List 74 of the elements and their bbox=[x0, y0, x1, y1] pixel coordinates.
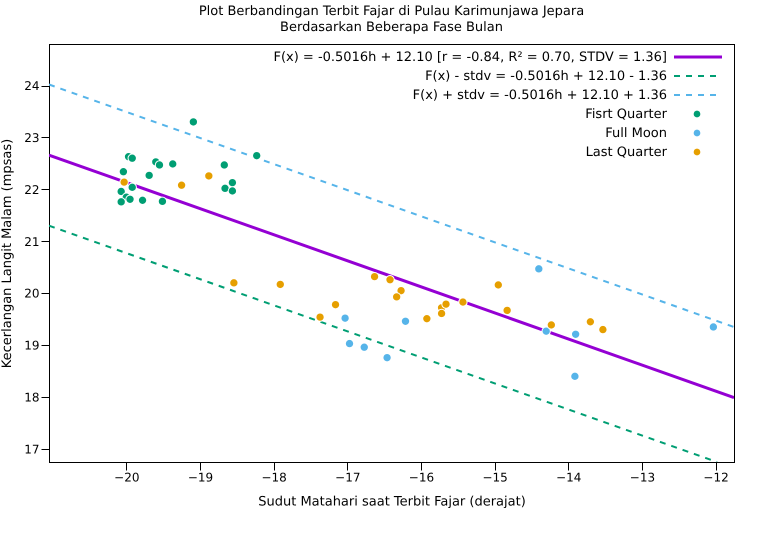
point bbox=[400, 316, 410, 326]
point bbox=[385, 275, 395, 284]
point bbox=[116, 186, 126, 196]
x-axis-title: Sudut Matahari saat Terbit Fajar (derajat) bbox=[258, 494, 526, 510]
point bbox=[204, 171, 214, 181]
point bbox=[220, 160, 229, 170]
point bbox=[276, 280, 285, 290]
point bbox=[392, 292, 402, 302]
point bbox=[382, 352, 392, 362]
point bbox=[344, 338, 354, 348]
point bbox=[229, 278, 239, 288]
point bbox=[586, 317, 596, 326]
y-tick-label: 17 bbox=[24, 442, 40, 457]
point bbox=[340, 313, 350, 323]
point bbox=[154, 160, 164, 170]
point bbox=[360, 342, 369, 352]
y-tick-label: 20 bbox=[24, 286, 40, 301]
point bbox=[598, 324, 608, 334]
x-tick-label: −15 bbox=[482, 470, 508, 484]
point bbox=[546, 320, 556, 330]
y-tick-label: 22 bbox=[24, 182, 40, 197]
chart-title: Plot Berbandingan Terbit Fajar di Pulau Karimunjawa Jepara bbox=[198, 4, 584, 19]
legend-label: Full Moon bbox=[605, 126, 667, 141]
point bbox=[176, 180, 186, 190]
y-axis-title: Kecerlangan Langit Malam (mpsas) bbox=[0, 138, 16, 368]
point bbox=[119, 177, 129, 187]
point bbox=[118, 167, 128, 176]
point bbox=[168, 159, 178, 169]
x-tick-label: −12 bbox=[703, 470, 729, 484]
point bbox=[128, 182, 137, 192]
x-tick-label: −16 bbox=[408, 470, 434, 484]
point bbox=[570, 330, 580, 339]
point bbox=[330, 300, 340, 310]
y-tick-label: 24 bbox=[24, 79, 40, 94]
y-tick-label: 23 bbox=[24, 130, 40, 145]
point bbox=[228, 178, 238, 188]
point bbox=[534, 264, 544, 274]
legend-label: F(x) - stdv = -0.5016h + 12.10 - 1.36 bbox=[425, 69, 667, 84]
point bbox=[128, 154, 137, 163]
y-tick-label: 21 bbox=[24, 234, 40, 249]
y-tick-label: 19 bbox=[24, 338, 40, 353]
point bbox=[441, 299, 451, 309]
point bbox=[570, 372, 580, 381]
point bbox=[494, 280, 503, 290]
point bbox=[502, 306, 512, 316]
x-tick-label: −18 bbox=[261, 470, 287, 484]
point bbox=[228, 186, 238, 196]
legend-label: Last Quarter bbox=[586, 145, 668, 160]
point bbox=[144, 170, 154, 180]
point bbox=[125, 194, 135, 204]
point bbox=[116, 197, 126, 207]
point bbox=[220, 184, 230, 194]
point bbox=[252, 150, 262, 160]
x-tick-label: −19 bbox=[188, 470, 214, 484]
point bbox=[138, 196, 148, 205]
point bbox=[422, 314, 432, 324]
point bbox=[541, 326, 551, 336]
point bbox=[188, 117, 198, 127]
x-tick-label: −14 bbox=[556, 470, 582, 484]
legend-label: Fisrt Quarter bbox=[585, 107, 668, 122]
x-tick-label: −20 bbox=[114, 470, 140, 484]
legend-label: F(x) + stdv = -0.5016h + 12.10 + 1.36 bbox=[412, 88, 667, 103]
x-tick-label: −13 bbox=[630, 470, 656, 484]
point bbox=[315, 312, 325, 322]
point bbox=[436, 308, 446, 318]
point bbox=[370, 272, 380, 282]
point bbox=[158, 196, 168, 206]
point bbox=[458, 297, 468, 307]
chart-subtitle: Berdasarkan Beberapa Fase Bulan bbox=[280, 20, 503, 35]
point bbox=[396, 286, 406, 296]
y-tick-label: 18 bbox=[24, 390, 40, 405]
point bbox=[708, 322, 718, 332]
x-tick-label: −17 bbox=[335, 470, 360, 484]
legend-label: F(x) = -0.5016h + 12.10 [r = -0.84, R² = 0.70, STDV = 1.36] bbox=[273, 50, 667, 65]
